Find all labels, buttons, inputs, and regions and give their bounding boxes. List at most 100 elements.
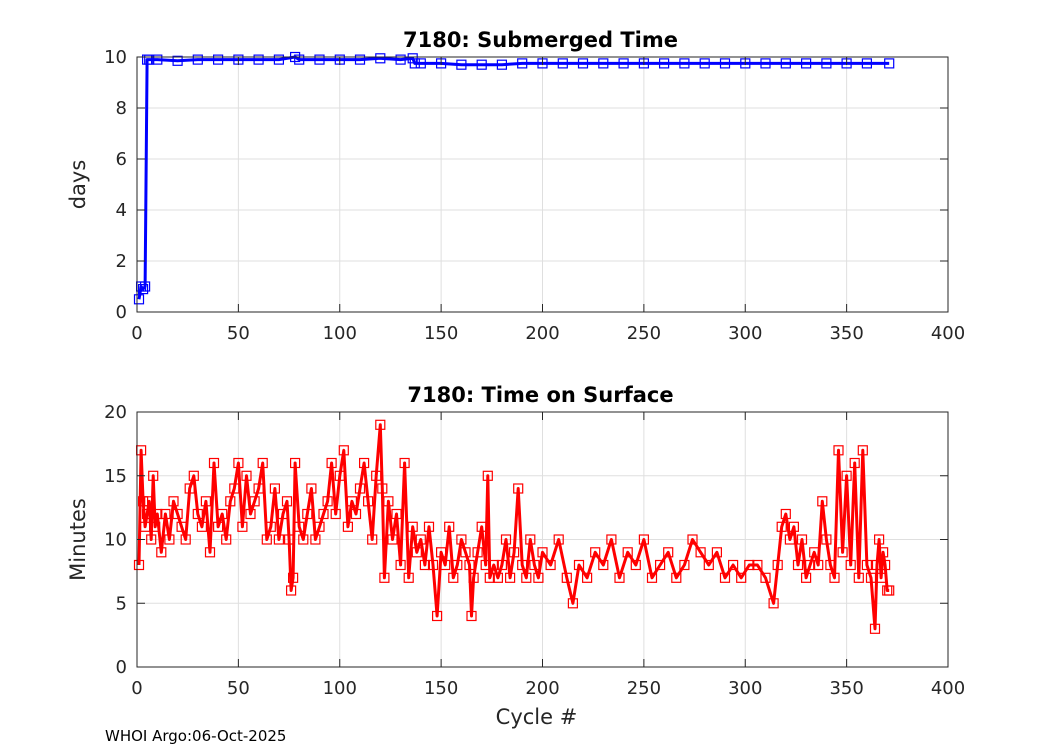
data-point bbox=[133, 559, 145, 571]
data-point bbox=[760, 572, 771, 583]
data-point bbox=[322, 496, 333, 507]
data-point bbox=[525, 534, 536, 545]
data-point bbox=[334, 470, 345, 481]
data-point bbox=[825, 559, 836, 571]
x-tick-label: 200 bbox=[525, 323, 559, 344]
data-point bbox=[482, 470, 493, 481]
y-tick-label: 10 bbox=[104, 530, 127, 551]
data-point bbox=[363, 496, 374, 507]
data-point bbox=[415, 534, 426, 545]
data-point bbox=[646, 572, 658, 583]
data-point bbox=[829, 572, 840, 583]
data-point bbox=[468, 572, 479, 583]
data-point bbox=[150, 521, 161, 532]
x-tick-label: 300 bbox=[728, 678, 762, 699]
data-point bbox=[865, 572, 877, 583]
data-point bbox=[517, 58, 528, 69]
data-point bbox=[403, 572, 414, 583]
data-point bbox=[658, 58, 670, 69]
series-line bbox=[137, 423, 890, 631]
data-point bbox=[144, 496, 155, 507]
series-line bbox=[137, 55, 890, 300]
data-point bbox=[269, 483, 280, 494]
data-point bbox=[160, 508, 171, 520]
data-point bbox=[225, 496, 236, 507]
data-point bbox=[415, 58, 426, 69]
data-point bbox=[703, 559, 714, 571]
data-point bbox=[622, 547, 633, 558]
data-point bbox=[800, 58, 812, 69]
data-point bbox=[152, 508, 163, 520]
data-point bbox=[618, 58, 629, 69]
x-tick-label: 350 bbox=[829, 678, 863, 699]
data-point bbox=[784, 534, 796, 545]
data-point bbox=[156, 547, 167, 558]
data-point bbox=[557, 58, 568, 69]
data-point bbox=[488, 559, 499, 571]
data-point bbox=[509, 547, 520, 558]
data-point bbox=[375, 419, 386, 430]
y-tick-label: 4 bbox=[116, 200, 127, 221]
x-tick-label: 400 bbox=[931, 323, 965, 344]
data-point bbox=[760, 58, 771, 69]
data-point bbox=[695, 547, 706, 558]
data-point bbox=[529, 559, 540, 571]
data-point bbox=[719, 572, 731, 583]
data-point bbox=[841, 470, 852, 481]
data-point bbox=[273, 54, 284, 65]
data-point bbox=[884, 585, 895, 596]
data-point bbox=[545, 559, 556, 571]
data-point bbox=[399, 457, 410, 469]
data-point bbox=[875, 572, 887, 583]
data-point bbox=[476, 521, 487, 532]
data-point bbox=[533, 572, 544, 583]
data-point bbox=[184, 483, 195, 494]
data-point bbox=[253, 483, 264, 494]
data-point bbox=[537, 547, 548, 558]
data-point bbox=[306, 483, 317, 494]
data-point bbox=[687, 534, 698, 545]
data-point bbox=[342, 521, 353, 532]
data-point bbox=[581, 572, 593, 583]
data-point bbox=[172, 55, 183, 66]
data-point bbox=[436, 547, 447, 558]
submerged-time-panel: 0 50 100 150 200 250 300 350 400 0 2 4 6 8 10 7180: Sub… bbox=[66, 28, 965, 344]
data-point bbox=[857, 445, 868, 456]
x-tick-label: 0 bbox=[131, 678, 142, 699]
data-point bbox=[409, 58, 420, 69]
x-tick-label: 100 bbox=[323, 678, 357, 699]
data-point bbox=[861, 58, 873, 69]
data-point bbox=[553, 534, 564, 545]
data-point bbox=[302, 508, 313, 520]
y-tick-label: 0 bbox=[116, 302, 127, 323]
data-point bbox=[567, 598, 579, 609]
x-tick-label: 300 bbox=[728, 323, 762, 344]
data-point bbox=[148, 470, 159, 481]
y-tick-label: 8 bbox=[116, 98, 127, 119]
data-point bbox=[200, 496, 211, 507]
data-point bbox=[411, 547, 422, 558]
data-point bbox=[796, 534, 808, 545]
data-point bbox=[314, 521, 325, 532]
data-point bbox=[444, 521, 455, 532]
data-point bbox=[752, 559, 763, 571]
data-point bbox=[845, 559, 856, 571]
data-point bbox=[513, 483, 524, 494]
x-tick-label: 150 bbox=[424, 678, 458, 699]
data-point bbox=[780, 508, 791, 520]
data-point bbox=[711, 547, 723, 558]
data-point bbox=[245, 508, 256, 520]
data-point bbox=[768, 598, 779, 609]
data-point bbox=[140, 281, 151, 292]
data-point bbox=[484, 572, 495, 583]
data-point bbox=[221, 534, 232, 545]
data-point bbox=[249, 496, 260, 507]
data-point bbox=[837, 547, 848, 558]
data-point bbox=[719, 58, 731, 69]
data-point bbox=[133, 294, 145, 305]
data-point bbox=[590, 547, 601, 558]
data-point bbox=[776, 521, 787, 532]
data-point bbox=[419, 559, 430, 571]
data-point bbox=[849, 457, 860, 469]
x-tick-label: 50 bbox=[227, 323, 250, 344]
